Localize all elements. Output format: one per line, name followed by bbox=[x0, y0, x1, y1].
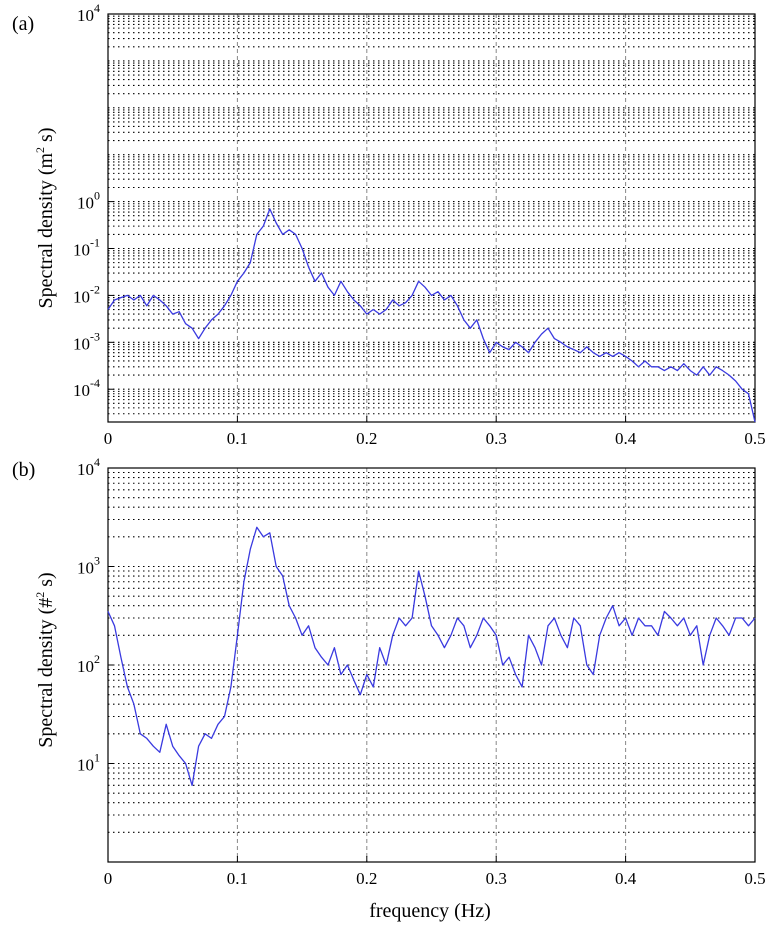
x-tick-label: 0.1 bbox=[227, 429, 248, 448]
y-tick-label: 10-2 bbox=[73, 282, 100, 306]
panel-a-axes bbox=[107, 13, 756, 423]
panel-b-label: (b) bbox=[12, 459, 35, 481]
spectrum-line bbox=[107, 208, 756, 423]
spectrum-line bbox=[107, 526, 756, 787]
plot-frame bbox=[107, 467, 756, 863]
y-tick-label: 103 bbox=[77, 554, 100, 578]
y-tick-label: 104 bbox=[77, 455, 100, 479]
x-tick-label: 0.5 bbox=[744, 429, 765, 448]
y-tick-label: 102 bbox=[77, 652, 100, 676]
y-tick-label: 10-3 bbox=[73, 329, 100, 353]
panel-b-series bbox=[107, 526, 756, 787]
panel-a-series bbox=[107, 208, 756, 423]
x-tick-label: 0.3 bbox=[486, 429, 507, 448]
y-tick-label: 104 bbox=[77, 1, 100, 25]
panel-a-grid bbox=[108, 14, 755, 422]
y-tick-label: 100 bbox=[77, 189, 100, 213]
x-tick-label: 0 bbox=[104, 869, 113, 888]
x-tick-label: 0 bbox=[104, 429, 113, 448]
x-tick-label: 0.2 bbox=[356, 429, 377, 448]
x-tick-label: 0.5 bbox=[744, 869, 765, 888]
panel-a-label: (a) bbox=[12, 13, 34, 35]
panel-b-ticks: 0 0.1 0.2 0.3 0.4 0.5 101 102 103 104 bbox=[77, 455, 766, 888]
x-axis-label: frequency (Hz) bbox=[369, 900, 491, 922]
panel-b-axes bbox=[107, 467, 756, 863]
plot-frame bbox=[107, 13, 756, 423]
x-tick-label: 0.2 bbox=[356, 869, 377, 888]
panel-a-y-axis-label: Spectral density (m2 s) bbox=[33, 128, 57, 309]
x-tick-label: 0.4 bbox=[615, 869, 637, 888]
x-tick-label: 0.1 bbox=[227, 869, 248, 888]
panel-b-y-axis-label: Spectral density (#2 s) bbox=[33, 572, 57, 747]
y-tick-label: 10-1 bbox=[73, 236, 100, 260]
panel-b: (b) 0 0.1 0.2 0.3 0.4 0.5 101 102 103 104 Spectra… bbox=[12, 455, 766, 888]
x-tick-label: 0.4 bbox=[615, 429, 637, 448]
panel-a: (a) 0 0.1 0.2 0.3 0.4 0.5 10-4 10-3 10-2 10-1 100 1… bbox=[12, 1, 766, 448]
panel-b-grid bbox=[108, 468, 755, 862]
x-tick-label: 0.3 bbox=[486, 869, 507, 888]
y-tick-label: 101 bbox=[77, 751, 100, 775]
panel-a-ticks: 0 0.1 0.2 0.3 0.4 0.5 10-4 10-3 10-2 10-1 100 104 bbox=[73, 1, 766, 448]
y-tick-label: 10-4 bbox=[73, 376, 100, 400]
